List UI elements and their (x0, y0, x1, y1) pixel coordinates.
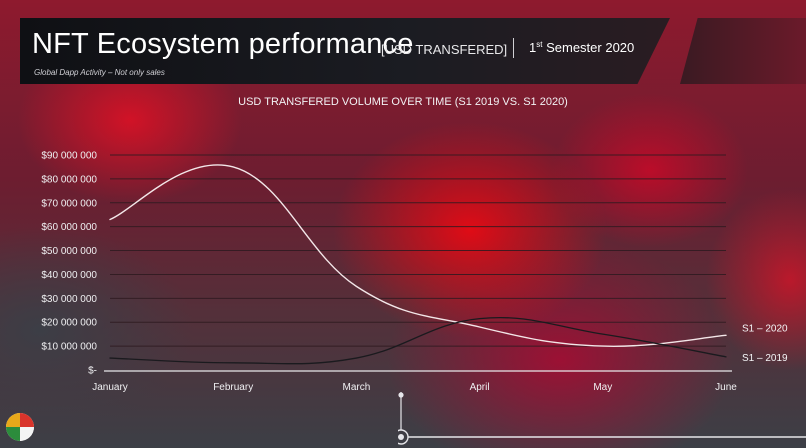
y-tick-label: $- (88, 366, 97, 377)
header-bar (20, 18, 670, 84)
y-tick-label: $90 000 000 (41, 151, 97, 162)
y-tick-label: $20 000 000 (41, 318, 97, 329)
chart-title: USD TRANSFERED VOLUME OVER TIME (S1 2019… (238, 96, 568, 108)
series-line (109, 164, 727, 347)
timeline-scrubber[interactable] (398, 392, 806, 448)
semester-ordinal: st (536, 40, 543, 49)
semester-label: 1st Semester 2020 (529, 40, 634, 55)
y-tick-label: $10 000 000 (41, 342, 97, 353)
title-divider (513, 38, 514, 58)
page-title: NFT Ecosystem performance (32, 28, 414, 60)
series-line (109, 316, 727, 365)
series-label: S1 – 2019 (742, 353, 788, 364)
x-tick-label: June (715, 382, 737, 393)
logo-quadrant-icon (6, 427, 20, 441)
y-tick-label: $70 000 000 (41, 198, 97, 209)
timeline-marker-top (398, 392, 404, 398)
y-tick-label: $50 000 000 (41, 246, 97, 257)
logo-quadrant-icon (20, 427, 34, 441)
x-tick-label: March (343, 382, 371, 393)
x-tick-label: January (92, 382, 128, 393)
x-tick-label: May (593, 382, 612, 393)
header-accent (680, 18, 806, 84)
y-tick-label: $30 000 000 (41, 294, 97, 305)
semester-number: 1 (529, 40, 537, 55)
timeline-handle-dot (398, 434, 404, 440)
logo-quadrant-icon (20, 413, 34, 427)
y-tick-label: $40 000 000 (41, 270, 97, 281)
x-tick-label: February (213, 382, 253, 393)
logo-quadrant-icon (6, 413, 20, 427)
series-label: S1 – 2020 (742, 323, 788, 334)
x-tick-label: April (470, 382, 490, 393)
y-tick-label: $60 000 000 (41, 222, 97, 233)
title-unit: [USD TRANSFERED] (381, 42, 508, 57)
page-subtitle: Global Dapp Activity – Not only sales (34, 68, 165, 77)
y-tick-label: $80 000 000 (41, 174, 97, 185)
semester-text: Semester 2020 (546, 40, 635, 55)
app-logo-icon[interactable] (6, 413, 34, 441)
